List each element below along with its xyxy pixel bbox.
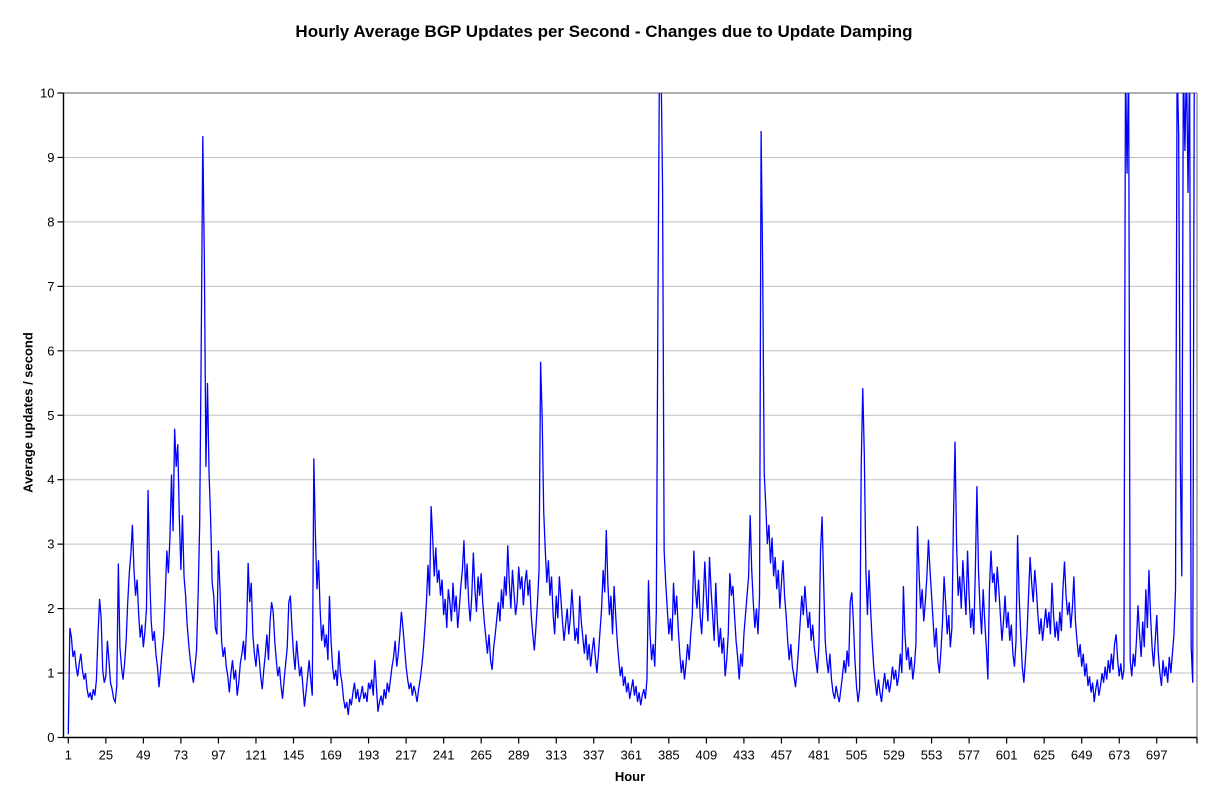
x-tick-label-73: 73 (174, 748, 188, 763)
x-tick-label-625: 625 (1033, 748, 1055, 763)
x-tick-label-241: 241 (433, 748, 455, 763)
y-tick-label-7: 7 (47, 279, 54, 294)
x-tick-label-577: 577 (958, 748, 980, 763)
x-tick-label-265: 265 (470, 748, 492, 763)
x-tick-label-1: 1 (65, 748, 72, 763)
y-tick-label-5: 5 (47, 408, 54, 423)
x-tick-label-385: 385 (658, 748, 680, 763)
x-tick-label-409: 409 (696, 748, 718, 763)
x-tick-label-505: 505 (846, 748, 868, 763)
y-tick-label-1: 1 (47, 666, 54, 681)
x-axis-title: Hour (614, 769, 646, 784)
x-tick-label-361: 361 (620, 748, 642, 763)
y-tick-label-8: 8 (47, 214, 54, 229)
y-tick-label-0: 0 (47, 730, 54, 745)
y-tick-label-10: 10 (40, 86, 54, 101)
x-tick-label-649: 649 (1071, 748, 1093, 763)
x-tick-label-433: 433 (733, 748, 755, 763)
x-tick-label-553: 553 (921, 748, 943, 763)
x-tick-label-97: 97 (211, 748, 225, 763)
x-tick-label-529: 529 (883, 748, 905, 763)
x-tick-label-25: 25 (99, 748, 113, 763)
y-tick-label-4: 4 (47, 472, 54, 487)
y-tick-label-9: 9 (47, 150, 54, 165)
x-tick-label-49: 49 (136, 748, 150, 763)
x-tick-label-193: 193 (358, 748, 380, 763)
y-tick-label-2: 2 (47, 601, 54, 616)
x-tick-label-313: 313 (545, 748, 567, 763)
bgp-updates-series-line (67, 93, 1195, 735)
x-tick-label-145: 145 (283, 748, 305, 763)
x-tick-label-289: 289 (508, 748, 530, 763)
chart-title: Hourly Average BGP Updates per Second - … (295, 22, 913, 41)
y-tick-label-6: 6 (47, 343, 54, 358)
x-tick-label-697: 697 (1146, 748, 1168, 763)
x-tick-label-169: 169 (320, 748, 342, 763)
x-tick-label-673: 673 (1108, 748, 1130, 763)
x-tick-label-601: 601 (996, 748, 1018, 763)
x-tick-label-457: 457 (771, 748, 793, 763)
x-tick-label-337: 337 (583, 748, 605, 763)
x-tick-label-481: 481 (808, 748, 830, 763)
y-tick-label-3: 3 (47, 537, 54, 552)
x-tick-label-121: 121 (245, 748, 267, 763)
x-tick-label-217: 217 (395, 748, 417, 763)
